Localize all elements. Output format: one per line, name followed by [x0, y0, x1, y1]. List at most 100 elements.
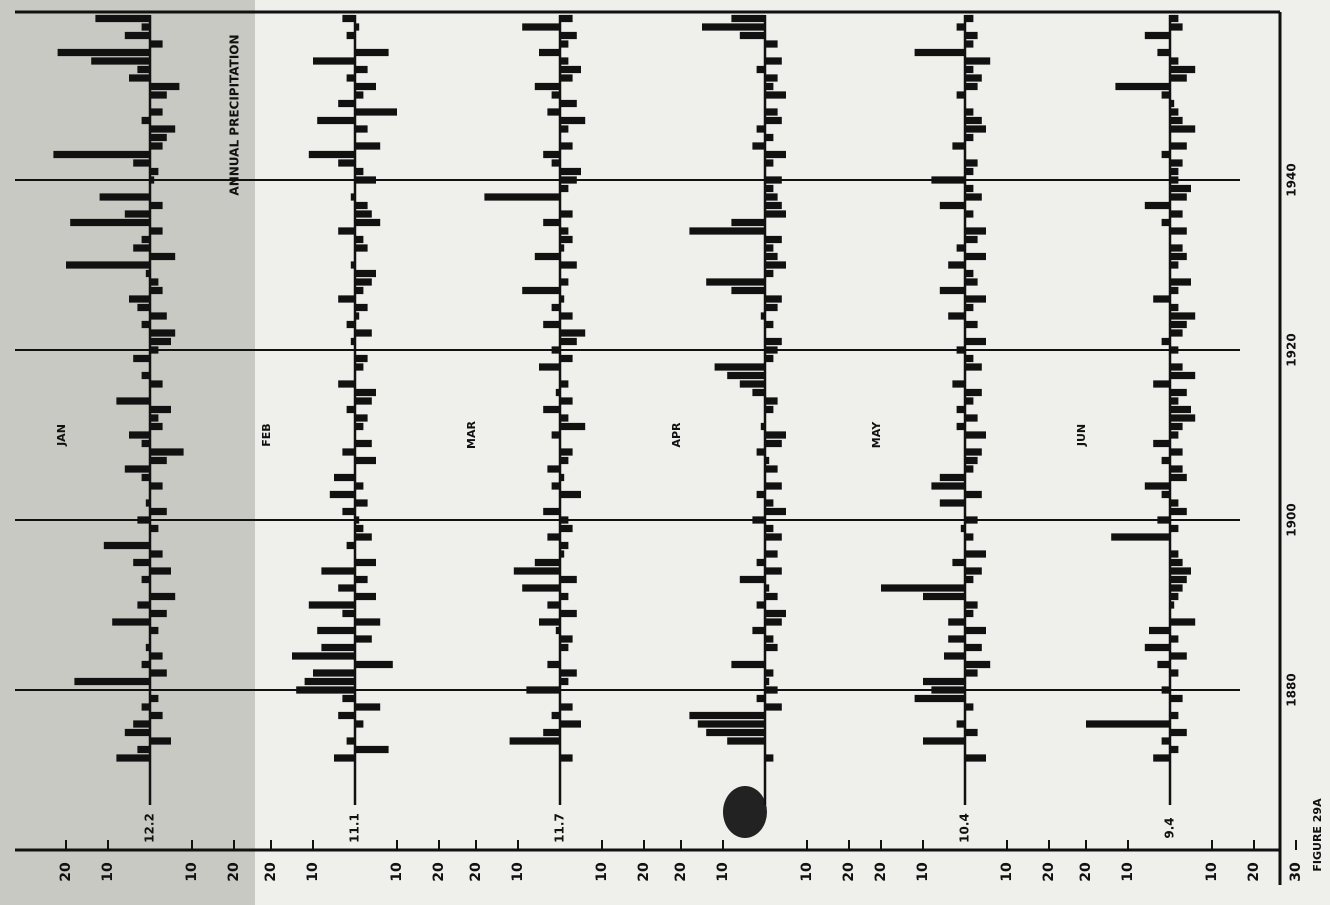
- bar: [509, 737, 560, 745]
- bar: [1170, 193, 1187, 201]
- bar: [551, 303, 560, 312]
- bar: [965, 193, 982, 201]
- bar: [1170, 652, 1187, 660]
- bar: [355, 439, 372, 448]
- bar: [355, 363, 364, 371]
- bar: [939, 286, 965, 295]
- bar: [1153, 295, 1170, 303]
- bar: [765, 91, 786, 99]
- bar: [551, 482, 560, 490]
- legend-label: JAN: [55, 424, 68, 447]
- bar: [965, 99, 966, 108]
- bar: [1170, 499, 1179, 507]
- bar: [116, 397, 150, 405]
- bar: [1170, 397, 1179, 405]
- bar: [765, 567, 782, 575]
- bar: [1170, 329, 1183, 337]
- legend-label: MAR: [465, 421, 478, 449]
- bar: [338, 584, 355, 592]
- y-tick-label: 20: [468, 862, 484, 882]
- scan-shade: [0, 0, 255, 905]
- bar: [1170, 108, 1179, 116]
- bar: [731, 660, 765, 669]
- bar: [150, 388, 151, 397]
- legend-label: MAY: [870, 421, 883, 448]
- bar: [560, 278, 569, 286]
- bar: [765, 686, 778, 694]
- bar: [965, 371, 966, 380]
- bar: [150, 380, 163, 388]
- bar: [560, 490, 581, 499]
- bar: [355, 244, 368, 252]
- bar: [956, 23, 965, 31]
- bar: [150, 609, 167, 618]
- bar: [956, 91, 965, 99]
- bar: [965, 82, 978, 91]
- bar: [145, 269, 150, 278]
- bar: [1170, 550, 1179, 558]
- bar: [355, 82, 376, 91]
- bar: [948, 618, 965, 626]
- bar: [965, 609, 974, 618]
- bar: [484, 193, 560, 201]
- bar: [150, 82, 180, 91]
- bar: [150, 592, 176, 601]
- bar: [952, 558, 965, 567]
- bar: [765, 745, 766, 754]
- bar: [1161, 218, 1170, 227]
- bar: [355, 422, 364, 431]
- bar: [346, 74, 355, 82]
- bar: [1170, 703, 1171, 711]
- bar: [560, 456, 569, 465]
- bar: [689, 227, 765, 235]
- bar: [355, 397, 372, 405]
- bar: [765, 184, 774, 193]
- bar: [346, 31, 355, 40]
- bar: [1170, 669, 1179, 677]
- bar: [355, 133, 356, 142]
- bar: [1111, 533, 1170, 541]
- bar: [702, 23, 765, 31]
- bar: [965, 541, 966, 550]
- bar: [1170, 99, 1175, 108]
- bar: [150, 533, 151, 541]
- bar: [965, 448, 982, 456]
- bar: [150, 40, 163, 48]
- bar: [560, 499, 561, 507]
- bar: [765, 295, 782, 303]
- bar: [355, 371, 356, 380]
- bar: [965, 329, 966, 337]
- bar: [355, 414, 368, 422]
- bar: [914, 694, 965, 703]
- bar: [752, 388, 765, 397]
- bar: [150, 227, 163, 235]
- bar: [137, 745, 150, 754]
- bar: [150, 448, 184, 456]
- bar: [965, 125, 986, 133]
- bar: [1170, 584, 1183, 592]
- bar: [1170, 635, 1179, 643]
- bar: [560, 694, 561, 703]
- ink-blot: [723, 786, 767, 838]
- bar: [133, 720, 150, 728]
- bar: [1170, 371, 1196, 380]
- bar: [765, 252, 778, 261]
- bar: [91, 57, 150, 65]
- bar: [1153, 380, 1170, 388]
- bar: [727, 371, 765, 380]
- bar: [53, 150, 150, 159]
- bar: [765, 499, 774, 507]
- bar: [1170, 677, 1171, 686]
- y-tick-label: 30: [1288, 862, 1304, 882]
- bar: [560, 167, 581, 176]
- bar: [355, 184, 356, 193]
- bar: [560, 524, 573, 533]
- bar: [923, 592, 965, 601]
- bar: [765, 48, 766, 57]
- bar: [697, 720, 765, 728]
- bar: [1170, 414, 1196, 422]
- bar: [765, 550, 778, 558]
- bar: [560, 337, 577, 346]
- bar: [355, 592, 376, 601]
- bar: [1170, 65, 1196, 74]
